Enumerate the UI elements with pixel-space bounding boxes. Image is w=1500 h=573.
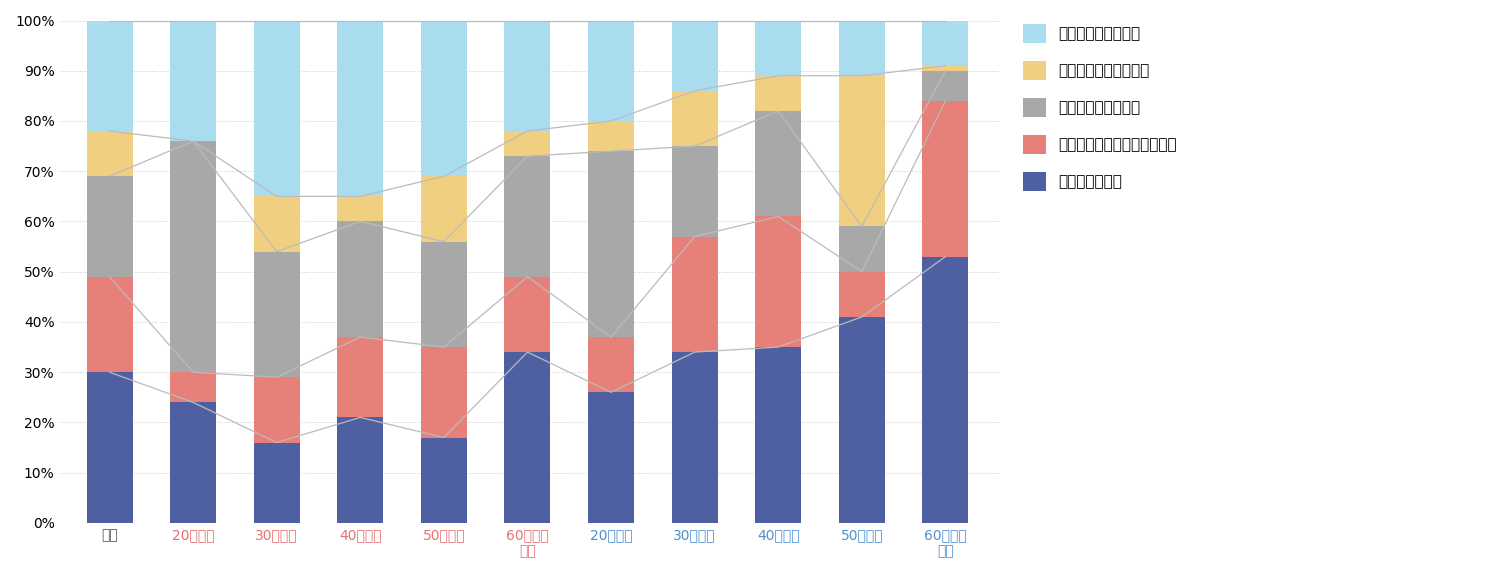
Bar — [839, 226, 885, 272]
Bar — [754, 347, 801, 523]
Bar — [338, 21, 384, 197]
Bar — [422, 242, 466, 347]
Bar — [170, 21, 216, 141]
Bar — [170, 372, 216, 402]
Bar — [170, 141, 216, 372]
Bar — [588, 393, 634, 523]
Bar — [672, 91, 717, 146]
Bar — [922, 21, 969, 66]
Bar — [504, 131, 550, 156]
Bar — [422, 21, 466, 176]
Bar — [754, 76, 801, 111]
Bar — [254, 197, 300, 252]
Bar — [422, 347, 466, 438]
Bar — [87, 176, 132, 277]
Bar — [922, 257, 969, 523]
Legend: 全く利用したくない, あまり利用したくない, どちらとも言えない, どちらかと言えば利用したい, ぜひ利用したい: 全く利用したくない, あまり利用したくない, どちらとも言えない, どちらかと言… — [1017, 18, 1184, 197]
Bar — [338, 197, 384, 222]
Bar — [754, 111, 801, 217]
Bar — [672, 237, 717, 352]
Bar — [87, 131, 132, 176]
Bar — [588, 121, 634, 151]
Bar — [254, 377, 300, 442]
Bar — [338, 417, 384, 523]
Bar — [504, 156, 550, 277]
Bar — [504, 352, 550, 523]
Bar — [254, 442, 300, 523]
Bar — [504, 277, 550, 352]
Bar — [504, 21, 550, 131]
Bar — [87, 372, 132, 523]
Bar — [338, 222, 384, 337]
Bar — [839, 76, 885, 226]
Bar — [672, 146, 717, 237]
Bar — [254, 21, 300, 197]
Bar — [422, 176, 466, 242]
Bar — [672, 21, 717, 91]
Bar — [170, 402, 216, 523]
Bar — [922, 101, 969, 257]
Bar — [839, 21, 885, 76]
Bar — [839, 317, 885, 523]
Bar — [338, 337, 384, 417]
Bar — [839, 272, 885, 317]
Bar — [922, 70, 969, 101]
Bar — [87, 21, 132, 131]
Bar — [922, 66, 969, 70]
Bar — [754, 217, 801, 347]
Bar — [588, 151, 634, 337]
Bar — [754, 21, 801, 76]
Bar — [87, 277, 132, 372]
Bar — [422, 438, 466, 523]
Bar — [588, 337, 634, 393]
Bar — [672, 352, 717, 523]
Bar — [588, 21, 634, 121]
Bar — [254, 252, 300, 377]
